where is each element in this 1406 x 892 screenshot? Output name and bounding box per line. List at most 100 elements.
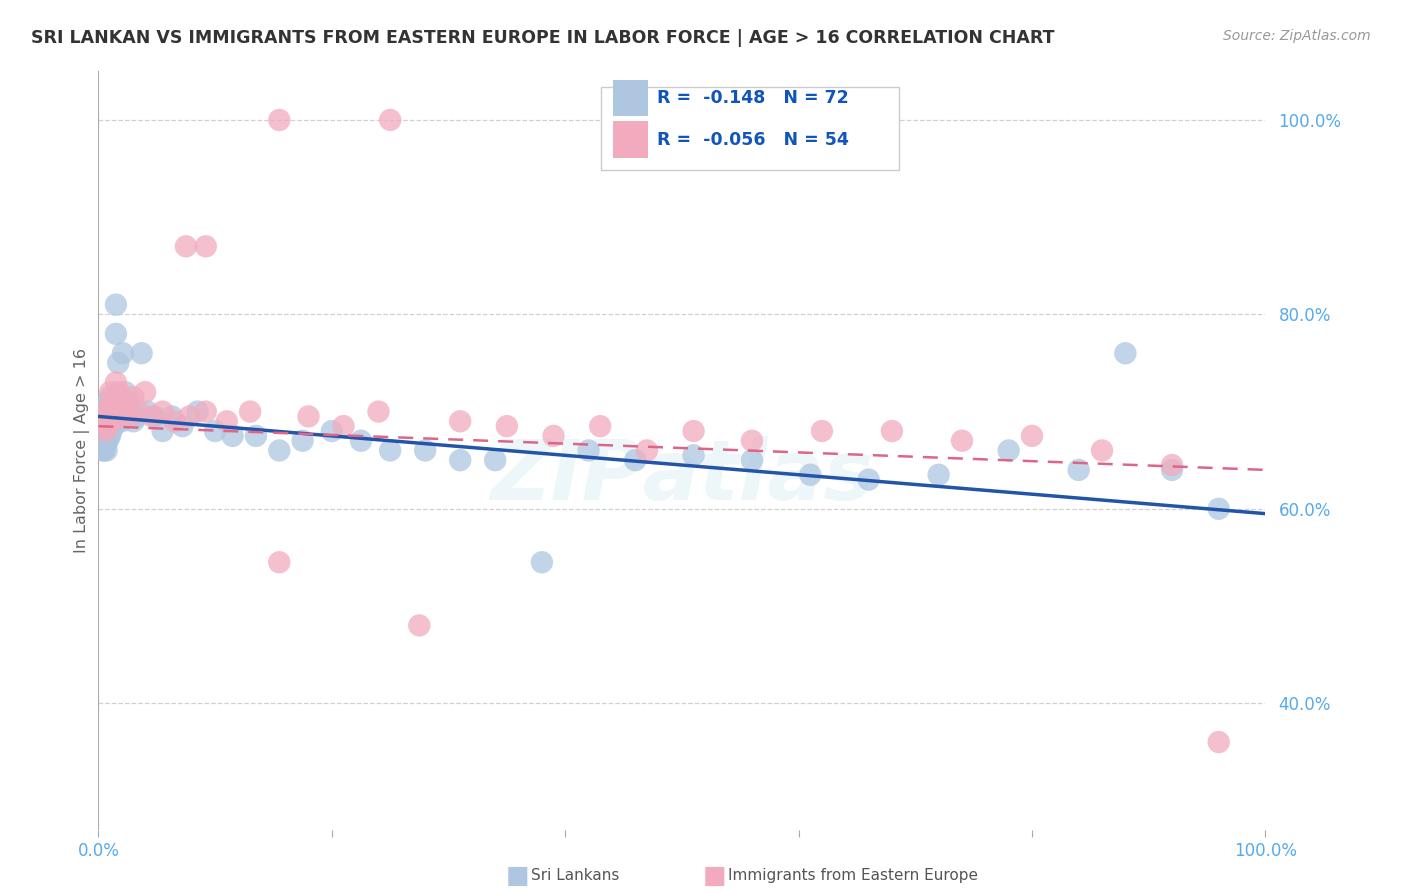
Point — [101, 395, 124, 409]
Point — [1114, 346, 1136, 360]
Point — [187, 404, 209, 418]
Point — [741, 453, 763, 467]
Point — [110, 404, 132, 418]
Point — [94, 424, 117, 438]
Point — [97, 414, 120, 428]
Point — [496, 419, 519, 434]
Point — [118, 404, 141, 418]
Point — [530, 555, 553, 569]
Text: R =  -0.056   N = 54: R = -0.056 N = 54 — [658, 130, 849, 149]
Point — [1161, 458, 1184, 472]
Point — [297, 409, 319, 424]
Point — [111, 414, 134, 428]
Point — [115, 395, 138, 409]
Point — [408, 618, 430, 632]
Point — [103, 419, 125, 434]
Point — [94, 439, 117, 453]
Point — [1091, 443, 1114, 458]
Point — [799, 467, 821, 482]
Point — [578, 443, 600, 458]
Point — [103, 409, 125, 424]
Point — [127, 404, 149, 418]
Point — [98, 385, 121, 400]
Point — [104, 395, 127, 409]
Point — [380, 443, 402, 458]
Point — [122, 390, 145, 404]
Point — [172, 419, 194, 434]
Bar — [613, 121, 648, 158]
Point — [97, 419, 120, 434]
Point — [589, 419, 612, 434]
Point — [101, 395, 124, 409]
Point — [93, 443, 115, 458]
Point — [682, 448, 704, 462]
Y-axis label: In Labor Force | Age > 16: In Labor Force | Age > 16 — [75, 348, 90, 553]
Point — [107, 409, 129, 424]
Point — [101, 414, 124, 428]
Point — [636, 443, 658, 458]
Point — [880, 424, 903, 438]
Point — [112, 404, 135, 418]
Point — [111, 390, 134, 404]
Point — [114, 385, 136, 400]
Text: ■: ■ — [703, 864, 727, 888]
Point — [97, 429, 120, 443]
Point — [93, 404, 115, 418]
Point — [91, 443, 114, 458]
Point — [117, 395, 139, 409]
Point — [1067, 463, 1090, 477]
Point — [122, 414, 145, 428]
Point — [321, 424, 343, 438]
Point — [97, 409, 120, 424]
Point — [108, 385, 131, 400]
Point — [543, 429, 565, 443]
Text: R =  -0.148   N = 72: R = -0.148 N = 72 — [658, 89, 849, 107]
Text: Sri Lankans: Sri Lankans — [531, 868, 620, 882]
Point — [96, 424, 118, 438]
Point — [152, 424, 174, 438]
Point — [215, 414, 238, 428]
Point — [332, 419, 354, 434]
Point — [134, 385, 156, 400]
Point — [449, 453, 471, 467]
Point — [291, 434, 314, 448]
Point — [449, 414, 471, 428]
Point — [380, 112, 402, 127]
Point — [413, 443, 436, 458]
Point — [98, 409, 121, 424]
Point — [104, 376, 127, 390]
Point — [950, 434, 973, 448]
Point — [269, 555, 291, 569]
Text: SRI LANKAN VS IMMIGRANTS FROM EASTERN EUROPE IN LABOR FORCE | AGE > 16 CORRELATI: SRI LANKAN VS IMMIGRANTS FROM EASTERN EU… — [31, 29, 1054, 46]
Point — [112, 404, 135, 418]
Point — [204, 424, 226, 438]
Point — [98, 404, 121, 418]
Point — [105, 395, 128, 409]
Point — [103, 400, 125, 414]
Point — [141, 409, 163, 424]
Point — [160, 409, 183, 424]
Point — [811, 424, 834, 438]
Point — [741, 434, 763, 448]
Point — [194, 404, 217, 418]
Point — [174, 239, 197, 253]
Point — [100, 404, 122, 418]
Point — [98, 429, 121, 443]
Point — [96, 404, 118, 418]
FancyBboxPatch shape — [602, 87, 898, 170]
Point — [107, 356, 129, 370]
Point — [194, 239, 217, 253]
Point — [90, 414, 112, 428]
Point — [93, 429, 115, 443]
Text: Immigrants from Eastern Europe: Immigrants from Eastern Europe — [728, 868, 979, 882]
Point — [96, 404, 118, 418]
Point — [350, 434, 373, 448]
Point — [97, 434, 120, 448]
Point — [163, 414, 186, 428]
Point — [624, 453, 647, 467]
Text: Source: ZipAtlas.com: Source: ZipAtlas.com — [1223, 29, 1371, 43]
Point — [1161, 463, 1184, 477]
Point — [98, 390, 121, 404]
Point — [108, 395, 131, 409]
Point — [110, 400, 132, 414]
